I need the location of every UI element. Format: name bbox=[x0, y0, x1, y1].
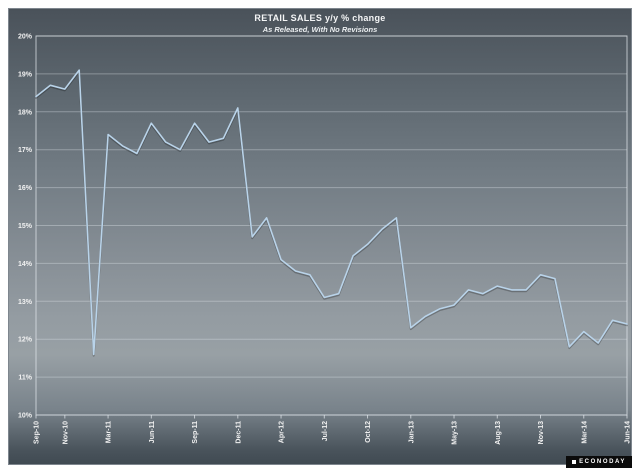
x-axis-tick-label: Jun-11 bbox=[149, 421, 156, 443]
x-axis-tick-label: Dec-11 bbox=[235, 421, 242, 444]
x-axis-tick-label: Sep-11 bbox=[192, 421, 199, 444]
y-axis-labels: 20% 19% 18% 17% 16% 15% 14% 13% 12% 11% 10% bbox=[18, 34, 33, 420]
gridlines bbox=[36, 35, 627, 416]
x-axis-tick-label: Oct-12 bbox=[365, 421, 372, 443]
x-axis-tick-label: Apr-12 bbox=[279, 421, 286, 443]
y-axis-tick-label: 20% bbox=[18, 34, 33, 41]
y-axis-tick-label: 10% bbox=[18, 413, 33, 420]
x-axis-tick-label: Sep-10 bbox=[34, 421, 41, 444]
retail-sales-line-chart: 20% 19% 18% 17% 16% 15% 14% 13% 12% 11% 10%Sep-10 N… bbox=[18, 34, 632, 445]
x-axis-tick-label: Jul-12 bbox=[322, 421, 329, 441]
x-axis-ticks bbox=[35, 415, 628, 419]
series-line bbox=[35, 69, 628, 356]
y-axis-tick-label: 16% bbox=[18, 185, 33, 192]
x-axis-tick-label: Jun-14 bbox=[625, 421, 632, 444]
y-axis-tick-label: 11% bbox=[18, 375, 32, 382]
y-axis-tick-label: 12% bbox=[18, 337, 33, 344]
series-line-shadow bbox=[35, 70, 628, 357]
y-axis-tick-label: 15% bbox=[18, 223, 33, 230]
plot-border bbox=[35, 35, 628, 416]
econoday-logo: ECONODAY bbox=[566, 456, 632, 468]
x-axis-labels: Sep-10 Nov-10 Mar-11 Jun-11 Sep-11 Dec-11 Apr-… bbox=[34, 421, 632, 445]
econoday-logo-mark-icon bbox=[572, 460, 577, 464]
chart-title: RETAIL SALES y/y % change bbox=[254, 13, 386, 23]
x-axis-tick-label: Nov-10 bbox=[62, 421, 69, 444]
y-axis-tick-label: 17% bbox=[18, 147, 33, 154]
y-axis-tick-label: 18% bbox=[18, 109, 33, 116]
x-axis-tick-label: Aug-13 bbox=[495, 421, 502, 445]
chart-panel: 20% 19% 18% 17% 16% 15% 14% 13% 12% 11% 10% Sep-10 N… bbox=[8, 8, 632, 468]
x-axis-tick-label: Jan-13 bbox=[408, 421, 415, 443]
x-axis-tick-label: Mar-14 bbox=[581, 421, 588, 444]
x-axis-tick-label: Mar-11 bbox=[106, 421, 113, 443]
x-axis-tick-label: May-13 bbox=[452, 421, 459, 445]
x-axis-tick-label: Nov-13 bbox=[538, 421, 545, 444]
y-axis-tick-label: 13% bbox=[18, 299, 33, 306]
y-axis-tick-label: 19% bbox=[18, 71, 33, 78]
chart-subtitle: As Released, With No Revisions bbox=[262, 25, 378, 34]
y-axis-tick-label: 14% bbox=[18, 261, 33, 268]
econoday-logo-text: ECONODAY bbox=[579, 459, 626, 465]
